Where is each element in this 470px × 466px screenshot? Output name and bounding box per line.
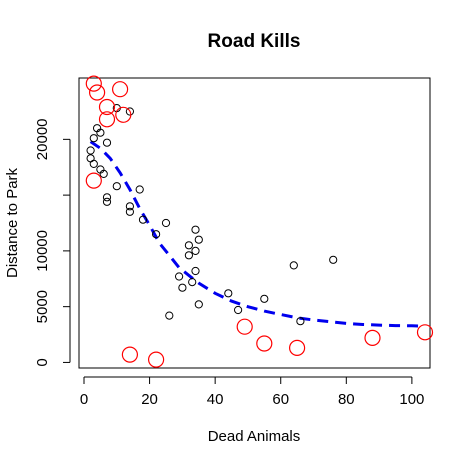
outlier-point: [289, 339, 306, 356]
data-point: [178, 283, 187, 292]
x-tick-label: 40: [207, 391, 224, 408]
data-point: [165, 311, 174, 320]
fit-line: [89, 140, 426, 328]
outlier-point: [88, 84, 106, 101]
data-point: [289, 261, 298, 270]
outlier-point: [416, 324, 434, 341]
y-tick-label: 5000: [34, 290, 51, 323]
data-point: [329, 255, 338, 264]
data-point: [86, 146, 95, 155]
x-tick-label: 0: [80, 391, 88, 408]
data-point: [191, 266, 200, 276]
outlier-point: [121, 346, 138, 363]
data-point: [194, 300, 203, 309]
data-point: [161, 218, 171, 228]
data-point: [125, 207, 134, 216]
x-tick-label: 60: [272, 391, 289, 408]
x-tick-label: 100: [399, 391, 424, 408]
y-axis: 0 5000 10000 20000: [34, 118, 71, 367]
data-point: [102, 193, 112, 202]
y-tick-label: 20000: [34, 118, 51, 160]
data-point: [138, 215, 148, 224]
outlier-point: [256, 335, 273, 352]
outlier-point: [98, 98, 116, 116]
plot-area-frame: [78, 77, 431, 369]
data-point: [234, 305, 243, 315]
data-point: [188, 278, 197, 287]
x-tick-label: 20: [141, 391, 158, 408]
outlier-point: [85, 172, 102, 189]
data-point: [224, 289, 233, 298]
y-tick-label: 10000: [34, 230, 51, 272]
data-point: [152, 230, 161, 239]
outlier-point: [364, 329, 381, 346]
data-point: [260, 294, 269, 303]
outlier-point: [236, 318, 253, 335]
fit-line-layer: [89, 140, 426, 328]
data-point: [125, 107, 134, 116]
x-tick-label: 80: [338, 391, 355, 408]
data-point: [191, 246, 200, 255]
data-point: [135, 185, 144, 194]
data-point: [184, 251, 193, 260]
outlier-point: [111, 81, 129, 98]
outlier-point: [98, 111, 116, 128]
data-point: [112, 182, 121, 191]
outlier-point: [148, 351, 165, 368]
data-point: [184, 241, 193, 250]
data-point: [194, 235, 203, 244]
y-axis-label: Distance to Park: [4, 167, 21, 278]
y-tick-label: 0: [34, 358, 51, 366]
data-point: [102, 138, 112, 147]
chart-title: Road Kills: [208, 31, 301, 52]
data-point: [96, 128, 105, 137]
x-axis: 0 20 40 60 80 100: [80, 376, 424, 408]
data-point: [175, 272, 184, 281]
points-layer: [85, 75, 434, 368]
x-axis-label: Dead Animals: [208, 428, 301, 445]
data-point: [89, 134, 98, 143]
data-point: [296, 317, 305, 326]
data-point: [102, 197, 112, 206]
outlier-point: [115, 106, 132, 123]
data-point: [89, 159, 98, 168]
data-point: [191, 225, 200, 234]
data-point: [125, 202, 134, 211]
outlier-point: [85, 75, 102, 92]
data-point: [99, 169, 108, 178]
